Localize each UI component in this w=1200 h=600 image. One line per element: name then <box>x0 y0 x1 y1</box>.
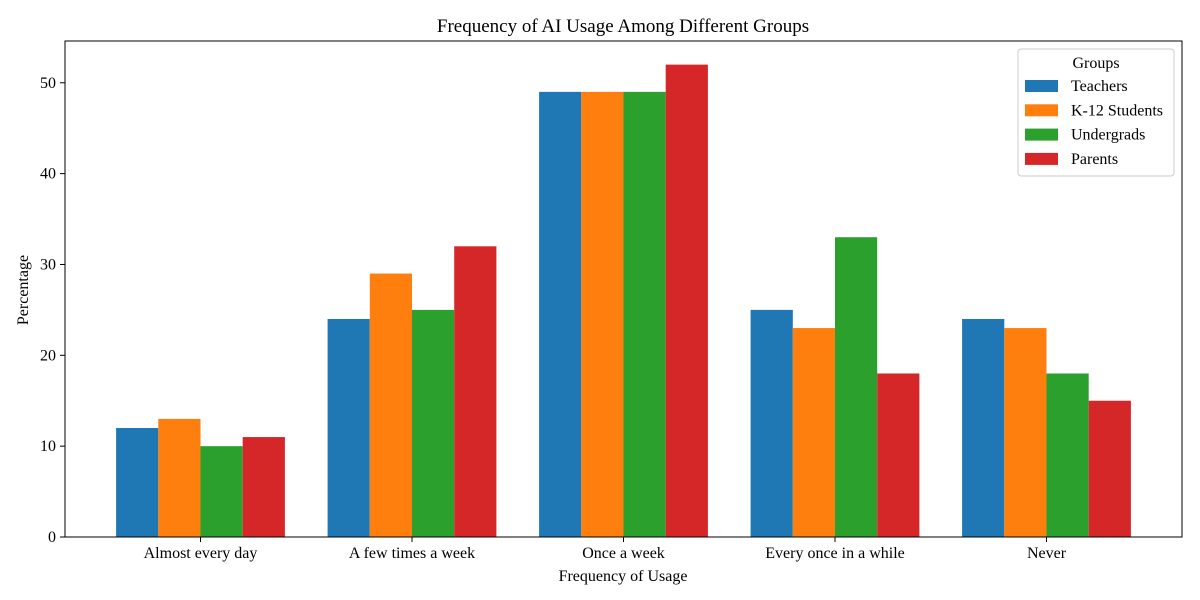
bar-k-12-students-3 <box>792 328 835 537</box>
legend-title: Groups <box>1072 55 1119 72</box>
x-tick-label: Never <box>1027 545 1067 562</box>
y-tick-label: 20 <box>40 347 56 364</box>
bar-parents-1 <box>454 246 497 538</box>
y-axis-label: Percentage <box>15 255 32 325</box>
y-tick-label: 50 <box>40 75 56 92</box>
bar-teachers-4 <box>962 318 1005 537</box>
legend: Groups Teachers K-12 Students Undergrads Par… <box>1017 48 1175 177</box>
y-tick-label: 0 <box>48 529 56 546</box>
bar-parents-0 <box>242 437 285 537</box>
bar-undergrads-1 <box>412 309 455 537</box>
bar-teachers-3 <box>750 309 793 537</box>
plot-frame <box>64 40 1183 538</box>
bar-parents-2 <box>665 64 708 538</box>
x-tick-label: Almost every day <box>144 545 258 562</box>
legend-swatch <box>1025 128 1058 141</box>
x-tick-label: Every once in a while <box>765 545 905 562</box>
bar-teachers-0 <box>116 427 159 537</box>
bar-parents-4 <box>1088 400 1131 537</box>
chart-title: Frequency of AI Usage Among Different Gr… <box>437 16 809 37</box>
bar-k-12-students-4 <box>1004 328 1047 537</box>
y-axis-ticks: 0 10 20 30 40 50 <box>40 75 65 546</box>
y-tick-label: 40 <box>40 166 56 183</box>
bar-k-12-students-1 <box>369 273 412 537</box>
bar-undergrads-0 <box>200 446 243 537</box>
bars-group <box>116 64 1131 538</box>
legend-label: K-12 Students <box>1071 102 1163 119</box>
legend-swatch <box>1025 152 1058 165</box>
bar-teachers-1 <box>327 318 370 537</box>
x-axis-ticks: Almost every day A few times a week Once a… <box>144 537 1067 562</box>
bar-undergrads-3 <box>835 237 878 537</box>
legend-swatch <box>1025 104 1058 117</box>
x-tick-label: Once a week <box>582 545 665 562</box>
legend-label: Parents <box>1071 151 1118 168</box>
y-tick-label: 10 <box>40 438 56 455</box>
bar-undergrads-2 <box>623 91 666 538</box>
x-axis-label: Frequency of Usage <box>559 568 688 585</box>
legend-swatch <box>1025 80 1058 92</box>
bar-undergrads-4 <box>1046 373 1089 537</box>
bar-parents-3 <box>877 373 920 537</box>
legend-label: Teachers <box>1071 78 1128 95</box>
legend-label: Undergrads <box>1071 127 1145 144</box>
x-tick-label: A few times a week <box>349 545 475 562</box>
bar-k-12-students-0 <box>158 418 201 537</box>
y-tick-label: 30 <box>40 256 56 273</box>
bar-teachers-2 <box>539 91 582 538</box>
bar-k-12-students-2 <box>581 91 624 538</box>
